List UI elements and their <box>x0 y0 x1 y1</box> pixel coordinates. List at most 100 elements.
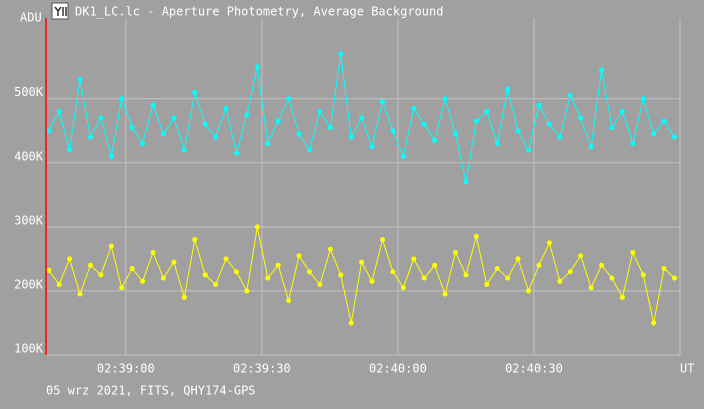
x-tick-label: 02:40:00 <box>369 362 427 376</box>
data-point <box>661 266 667 272</box>
data-point <box>588 285 594 291</box>
data-point <box>317 282 323 288</box>
data-point <box>473 233 479 239</box>
data-point <box>254 224 260 230</box>
data-point <box>630 141 636 147</box>
data-point <box>588 144 594 150</box>
data-point <box>77 291 83 297</box>
data-point <box>515 256 521 262</box>
data-point <box>515 128 521 134</box>
data-point <box>359 259 365 265</box>
data-point <box>265 275 271 281</box>
data-point <box>202 121 208 127</box>
data-point <box>526 288 532 294</box>
data-point <box>578 115 584 121</box>
data-point <box>171 115 177 121</box>
data-point <box>557 134 563 140</box>
data-point <box>640 96 646 102</box>
data-point <box>254 64 260 70</box>
data-point <box>494 141 500 147</box>
data-point <box>348 134 354 140</box>
data-point <box>567 269 573 275</box>
data-point <box>67 147 73 153</box>
data-point <box>327 246 333 252</box>
data-point <box>275 262 281 268</box>
data-point <box>275 118 281 124</box>
data-point <box>46 267 52 273</box>
data-point <box>286 298 292 304</box>
data-point <box>46 128 52 134</box>
data-point <box>421 121 427 127</box>
data-point <box>286 96 292 102</box>
x-tick-label: 02:39:30 <box>233 362 291 376</box>
data-point <box>192 89 198 95</box>
data-point <box>244 288 250 294</box>
data-point <box>233 150 239 156</box>
data-point <box>463 179 469 185</box>
data-point <box>119 285 125 291</box>
data-point <box>578 253 584 259</box>
data-point <box>87 262 93 268</box>
data-point <box>400 153 406 159</box>
y-axis-label: ADU <box>20 11 42 25</box>
data-point <box>432 137 438 143</box>
data-point <box>536 102 542 108</box>
footer-note: 05 wrz 2021, FITS, QHY174-GPS <box>46 384 256 398</box>
data-point <box>119 96 125 102</box>
data-point <box>432 262 438 268</box>
data-point <box>171 259 177 265</box>
data-point <box>233 269 239 275</box>
data-point <box>317 109 323 115</box>
y-tick-label: 500K <box>14 85 44 99</box>
data-point <box>411 105 417 111</box>
data-point <box>369 278 375 284</box>
data-point <box>619 294 625 300</box>
data-point <box>672 275 678 281</box>
data-point <box>140 278 146 284</box>
data-point <box>453 131 459 137</box>
data-point <box>546 240 552 246</box>
data-point <box>390 128 396 134</box>
data-point <box>213 134 219 140</box>
app-icon <box>51 2 69 20</box>
data-point <box>599 262 605 268</box>
data-point <box>651 131 657 137</box>
data-point <box>484 109 490 115</box>
data-point <box>98 272 104 278</box>
data-point <box>150 249 156 255</box>
data-point <box>306 147 312 153</box>
data-point <box>557 278 563 284</box>
data-point <box>526 147 532 153</box>
data-point <box>202 272 208 278</box>
data-point <box>192 237 198 243</box>
data-point <box>661 118 667 124</box>
data-point <box>265 141 271 147</box>
data-point <box>296 253 302 259</box>
data-point <box>484 282 490 288</box>
data-point <box>108 243 114 249</box>
data-point <box>306 269 312 275</box>
data-point <box>338 272 344 278</box>
data-point <box>609 125 615 131</box>
data-point <box>67 256 73 262</box>
data-point <box>546 121 552 127</box>
data-point <box>609 275 615 281</box>
data-point <box>108 153 114 159</box>
x-tick-label: 02:40:30 <box>505 362 563 376</box>
data-point <box>651 320 657 326</box>
data-point <box>400 285 406 291</box>
data-point <box>599 67 605 73</box>
data-point <box>411 256 417 262</box>
data-point <box>630 249 636 255</box>
data-point <box>567 93 573 99</box>
data-point <box>327 125 333 131</box>
data-point <box>494 266 500 272</box>
data-point <box>223 105 229 111</box>
data-point <box>160 275 166 281</box>
data-point <box>56 109 62 115</box>
data-point <box>505 86 511 92</box>
data-point <box>421 275 427 281</box>
data-point <box>140 141 146 147</box>
y-tick-label: 300K <box>14 213 44 227</box>
